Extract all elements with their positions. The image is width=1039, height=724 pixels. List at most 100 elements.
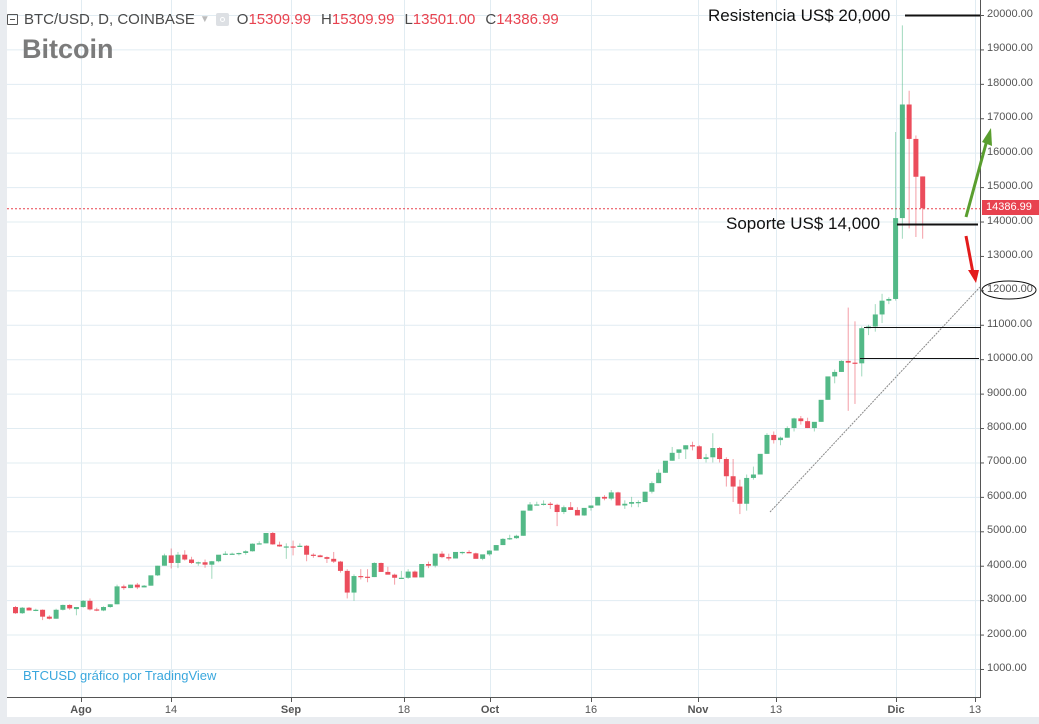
candle-body: [46, 616, 52, 619]
candle-body: [419, 563, 425, 578]
price-tick-label: 6000.00: [987, 489, 1027, 502]
visibility-icon[interactable]: [215, 12, 229, 26]
candle-body: [263, 533, 269, 544]
candle-body: [622, 503, 628, 506]
price-tick-label: 5000.00: [987, 524, 1027, 537]
price-tick-label: 17000.00: [987, 111, 1033, 124]
candle-body: [304, 545, 310, 555]
candle-body: [791, 418, 797, 429]
candle-body: [534, 504, 540, 506]
circle-12000-highlight: [981, 280, 1037, 300]
candle-body: [40, 609, 46, 617]
candle-body: [114, 586, 120, 605]
candle-body: [141, 585, 147, 588]
candle-body: [155, 565, 161, 576]
candle-body: [432, 553, 438, 566]
candle-body: [270, 533, 276, 545]
price-tick-label: 20000.00: [987, 8, 1033, 20]
candle-body: [513, 535, 519, 539]
candle-body: [879, 300, 885, 315]
time-tick-label: Nov: [687, 704, 709, 716]
candle-body: [134, 584, 140, 588]
collapse-icon[interactable]: [7, 13, 18, 25]
candle-body: [811, 421, 817, 429]
candle-body: [642, 491, 648, 503]
low-value: 13501.00: [412, 10, 476, 28]
candle-body: [541, 503, 547, 505]
candle-body: [601, 496, 607, 499]
candle-body: [80, 600, 86, 608]
candle-body: [757, 453, 763, 475]
candle-body: [690, 445, 695, 447]
price-tick-label: 10000.00: [987, 352, 1033, 365]
arrow-down-icon: [964, 235, 975, 274]
candle-body: [398, 577, 404, 579]
last-price-tag: 14386.99: [982, 200, 1039, 215]
candle-body: [635, 502, 641, 504]
candle-body: [425, 563, 431, 566]
candle-body: [778, 437, 784, 441]
candle-body: [656, 472, 662, 484]
price-tick-label: 1000.00: [987, 661, 1027, 674]
candle-body: [906, 104, 912, 139]
candle-body: [175, 554, 181, 563]
candle-body: [818, 399, 824, 422]
candle-body: [493, 545, 499, 551]
time-tick-label: Sep: [280, 704, 302, 716]
price-tick-label: 11000.00: [987, 317, 1033, 330]
candle-body: [717, 448, 723, 460]
candle-body: [453, 551, 459, 559]
price-tick-label: 16000.00: [987, 145, 1033, 158]
candle-body: [832, 371, 838, 377]
candle-body: [893, 218, 899, 299]
candle-body: [696, 446, 702, 460]
price-tick-label: 18000.00: [987, 76, 1033, 89]
candle-body: [202, 562, 208, 565]
candle-body: [19, 607, 25, 614]
candle-body: [324, 557, 330, 559]
candle-body: [337, 561, 343, 571]
candle-body: [649, 483, 655, 492]
time-tick-label: 14: [164, 704, 178, 716]
candle-body: [771, 434, 777, 441]
candle-body: [290, 546, 296, 548]
candle-body: [13, 607, 18, 614]
candle-body: [683, 445, 689, 450]
candle-body: [195, 562, 201, 564]
candle-body: [730, 476, 736, 487]
candle-body: [128, 584, 134, 589]
chevron-down-icon[interactable]: ▼: [199, 13, 210, 25]
high-value: 15309.99: [331, 10, 395, 28]
candle-body: [527, 504, 533, 511]
price-tick-label: 14000.00: [987, 214, 1033, 227]
candle-body: [805, 421, 811, 429]
chart-title: Bitcoin: [22, 34, 114, 64]
price-tick-label: 13000.00: [987, 248, 1033, 261]
candle-body: [189, 559, 195, 563]
tradingview-credit-link[interactable]: BTCUSD gráfico por TradingView: [23, 668, 217, 683]
candle-body: [798, 418, 804, 422]
candle-body: [480, 554, 486, 559]
candle-body: [825, 376, 831, 400]
candle-body: [568, 507, 574, 510]
time-tick-label: 16: [584, 704, 598, 716]
candle-body: [784, 428, 790, 438]
candle-body: [561, 507, 567, 513]
price-tick-label: 7000.00: [987, 455, 1027, 468]
candle-body: [703, 457, 709, 460]
candle-body: [229, 553, 235, 555]
candle-body: [710, 448, 716, 458]
close-label: C: [485, 10, 497, 28]
candle-body: [378, 562, 384, 572]
candle-body: [209, 561, 215, 565]
candle-body: [26, 607, 32, 611]
support-annotation: Soporte US$ 14,000: [726, 214, 881, 233]
candle-body: [73, 607, 79, 610]
candle-body: [310, 554, 316, 556]
candle-body: [87, 600, 93, 610]
symbol-label[interactable]: BTC/USD, D, COINBASE: [24, 10, 195, 28]
candle-body: [94, 609, 100, 611]
candle-body: [588, 505, 594, 508]
candle-body: [676, 449, 682, 453]
